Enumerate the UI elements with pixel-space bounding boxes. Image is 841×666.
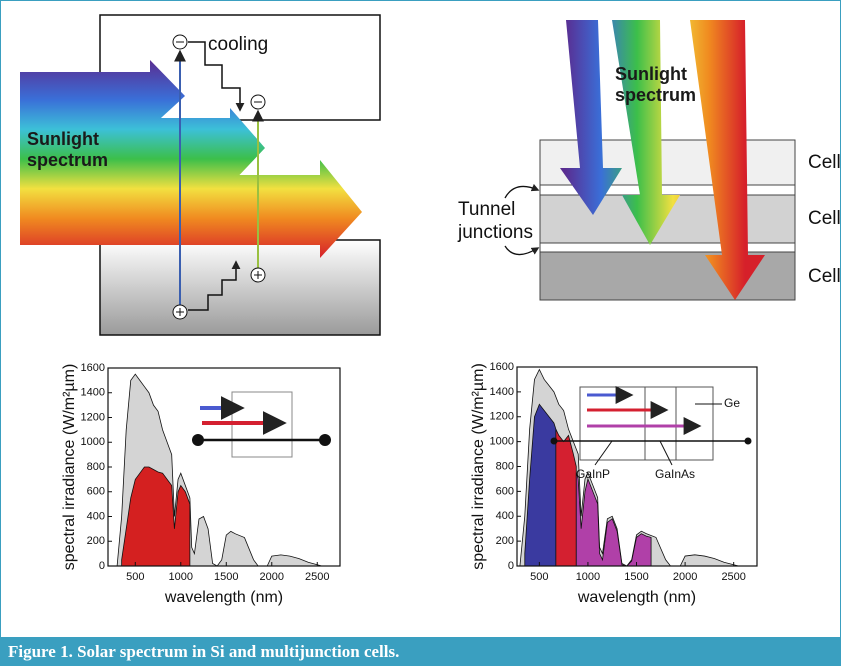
y-axis-label: spectral irradiance (W/m²µm) [470, 363, 487, 570]
y-tick-label: 1600 [81, 362, 105, 374]
y-tick-label: 0 [508, 560, 514, 572]
y-tick-label: 1200 [81, 411, 105, 423]
inset [192, 391, 331, 458]
x-tick-label: 2500 [721, 571, 745, 583]
y-tick-label: 200 [496, 535, 514, 547]
arrow [560, 20, 622, 215]
y-tick-label: 800 [87, 461, 105, 473]
y-axis-label: spectral irradiance (W/m²µm) [61, 364, 78, 571]
arrow [690, 20, 765, 300]
x-tick-label: 1500 [624, 571, 648, 583]
y-tick-label: 200 [87, 535, 105, 547]
x-tick-label: 2500 [305, 571, 329, 583]
spectrum-area [121, 466, 191, 567]
spectrum-area [575, 472, 652, 567]
label: Sunlight [615, 64, 687, 84]
y-tick-label: 1400 [81, 387, 105, 399]
y-tick-label: 1200 [490, 411, 514, 423]
junction [539, 242, 796, 253]
caption: Figure 1. Solar spectrum in Si and multi… [8, 642, 399, 661]
arrow [20, 160, 362, 258]
y-tick-label: 600 [496, 485, 514, 497]
arrow [20, 60, 185, 128]
x-tick-label: 500 [126, 571, 144, 583]
y-tick-label: 1600 [490, 361, 514, 373]
y-tick-label: 1000 [81, 436, 105, 448]
valence-box [99, 239, 381, 336]
x-axis-label: wavelength (nm) [164, 589, 283, 606]
cooling-steps [188, 41, 245, 112]
band-diagram: Sunlight spectrum cooling [20, 14, 381, 336]
x-tick-label: 2000 [673, 571, 697, 583]
label: Cell 2 [808, 208, 841, 229]
charts: 0 200 400 600 800 1000 1200 1400 1600 500 1000 1500… [61, 361, 758, 606]
pointer [504, 245, 540, 256]
label: Cell 1 [808, 152, 841, 173]
y-tick-label: 1000 [490, 436, 514, 448]
x-tick-label: 2000 [260, 571, 284, 583]
y-tick-label: 800 [496, 460, 514, 472]
annotation: GaInP [576, 467, 610, 481]
arrow [612, 20, 680, 245]
y-tick-label: 600 [87, 486, 105, 498]
cooling-steps [188, 260, 241, 311]
chart: 0 200 400 600 800 1000 1200 1400 1600 500 1000 1500… [61, 362, 341, 606]
pointer [504, 183, 540, 199]
x-tick-label: 1000 [169, 571, 193, 583]
plus [254, 271, 262, 279]
arrow [20, 108, 265, 185]
x-tick-label: 1500 [214, 571, 238, 583]
label: spectrum [27, 150, 108, 170]
plus [176, 308, 184, 316]
x-tick-label: 1000 [576, 571, 600, 583]
annotation: GaInAs [655, 467, 695, 481]
y-tick-label: 400 [87, 510, 105, 522]
caption-bar [0, 638, 841, 666]
y-tick-label: 0 [99, 560, 105, 572]
x-tick-label: 500 [530, 571, 548, 583]
chart: 0 200 400 600 800 1000 1200 1400 1600 500 1000 1500… [470, 361, 758, 606]
y-tick-label: 400 [496, 510, 514, 522]
label: cooling [208, 34, 268, 55]
label: Tunnel [458, 199, 515, 220]
annotation: Ge [724, 396, 740, 410]
label: Cell 3 [808, 266, 841, 287]
multijunction-diagram: Sunlight spectrum Cell 1 Cell 2 Cell 3 T… [457, 20, 841, 301]
label: Sunlight [27, 129, 99, 149]
label: junctions [457, 222, 533, 243]
label: spectrum [615, 85, 696, 105]
inset [550, 386, 752, 466]
y-tick-label: 1400 [490, 386, 514, 398]
x-axis-label: wavelength (nm) [577, 589, 696, 606]
